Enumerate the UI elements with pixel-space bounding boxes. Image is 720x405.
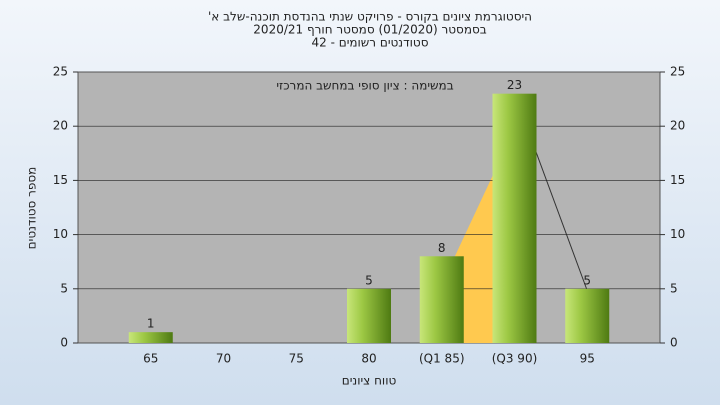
y2-tick-label: 5 xyxy=(670,281,678,295)
y-tick-label: 0 xyxy=(60,336,68,350)
data-label: 5 xyxy=(365,273,373,287)
y-tick-label: 25 xyxy=(53,65,68,79)
bar xyxy=(419,256,464,343)
y2-tick-label: 20 xyxy=(670,119,685,133)
bar xyxy=(492,93,537,344)
x-tick-label: 80 xyxy=(361,352,376,366)
y2-tick-label: 25 xyxy=(670,65,685,79)
x-axis-label: טווח ציונים xyxy=(342,374,397,388)
data-label: 5 xyxy=(583,273,591,287)
chart-title: היסטוגרמת ציונים בקורס - פרויקט שנתי בהנ… xyxy=(208,10,532,24)
data-label: 1 xyxy=(147,317,155,331)
y2-tick-label: 0 xyxy=(670,336,678,350)
x-tick-label: (Q3 90) xyxy=(492,352,538,366)
y2-tick-label: 15 xyxy=(670,173,685,187)
data-label: 23 xyxy=(507,78,522,92)
bar xyxy=(128,332,173,343)
y2-tick-label: 10 xyxy=(670,227,685,241)
bar xyxy=(347,288,391,343)
bar xyxy=(565,288,610,343)
y-axis-label: מספר סטודנטים xyxy=(25,167,39,250)
x-tick-label: (Q1 85) xyxy=(419,352,465,366)
y-tick-label: 20 xyxy=(53,119,68,133)
data-label: 8 xyxy=(438,241,446,255)
y-tick-label: 5 xyxy=(60,281,68,295)
y-tick-label: 10 xyxy=(53,227,68,241)
x-tick-label: 70 xyxy=(216,352,231,366)
x-tick-label: 65 xyxy=(143,352,158,366)
chart-subtitle: סטודנטים רשומים - 42 xyxy=(311,36,428,50)
annotation: במשימה : ציון סופי במחשב המרכזי xyxy=(276,79,453,93)
x-tick-label: 95 xyxy=(580,352,595,366)
chart-subtitle: בסמסטר (01/2020) סמסטר חורף 2020/21 xyxy=(253,23,486,37)
y-tick-label: 15 xyxy=(53,173,68,187)
x-tick-label: 75 xyxy=(289,352,304,366)
